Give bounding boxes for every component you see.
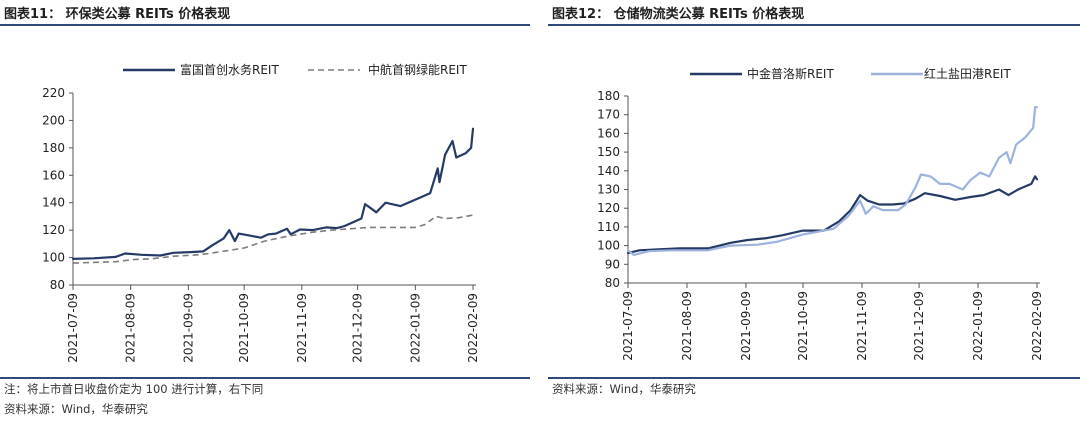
reits-logistics-line-chart: 80 90 100 110 120 130 140 150 160 170 180 2021-07-0… (597, 66, 1044, 361)
x-tick-label: 2021-09-09 (181, 293, 195, 363)
y-tick-label: 100 (597, 239, 620, 253)
x-tick-label: 2021-07-09 (621, 291, 635, 361)
x-tick-label: 2021-10-09 (796, 291, 810, 361)
y-tick-label: 170 (597, 108, 620, 122)
figure-source: 资料来源：Wind，华泰研究 (552, 382, 696, 396)
y-tick-label: 120 (597, 201, 620, 215)
footer-rule (0, 377, 530, 379)
legend-label: 中金普洛斯REIT (747, 66, 834, 81)
figure-note: 注：将上市首日收盘价定为 100 进行计算，右下同 (4, 382, 264, 396)
reits-environmental-line-chart: 80 100 120 140 160 180 200 220 2021-07-09 2021-08… (42, 62, 480, 363)
x-tick-label: 2021-08-09 (124, 293, 138, 363)
series-line-2 (72, 214, 474, 264)
title-rule (0, 24, 530, 26)
y-tick-label: 140 (42, 196, 65, 210)
figure-title: 图表12： 仓储物流类公募 REITs 价格表现 (552, 7, 805, 22)
y-tick-label: 200 (42, 113, 65, 127)
y-tick-label: 120 (42, 223, 65, 237)
x-tick-label: 2022-01-09 (408, 293, 422, 363)
y-tick-label: 220 (42, 86, 65, 100)
y-tick-label: 130 (597, 183, 620, 197)
legend-label: 中航首钢绿能REIT (368, 62, 467, 77)
y-tick-label: 110 (597, 220, 620, 234)
y-tick-label: 150 (597, 145, 620, 159)
x-tick-label: 2021-11-09 (295, 293, 309, 363)
y-tick-label: 80 (50, 278, 65, 292)
x-tick-label: 2021-09-09 (739, 291, 753, 361)
y-tick-label: 160 (597, 126, 620, 140)
legend-label: 红土盐田港REIT (924, 66, 1011, 81)
series-line-1 (626, 175, 1039, 255)
x-tick-label: 2021-08-09 (680, 291, 694, 361)
figure-title: 图表11： 环保类公募 REITs 价格表现 (4, 7, 231, 22)
series-line-2 (626, 106, 1039, 256)
y-tick-label: 160 (42, 168, 65, 182)
legend-label: 富国首创水务REIT (180, 62, 279, 77)
x-tick-label: 2022-02-09 (1030, 291, 1044, 361)
figure-source: 资料来源：Wind，华泰研究 (4, 402, 148, 416)
y-tick-label: 140 (597, 164, 620, 178)
figure-11-panel: 图表11： 环保类公募 REITs 价格表现 80 100 120 140 160 180… (0, 0, 530, 437)
y-tick-label: 80 (605, 276, 620, 290)
y-tick-label: 180 (42, 141, 65, 155)
x-tick-label: 2021-10-09 (237, 293, 251, 363)
title-rule (548, 24, 1080, 26)
x-tick-label: 2022-02-09 (466, 293, 480, 363)
x-tick-label: 2021-07-09 (66, 293, 80, 363)
y-tick-label: 180 (597, 89, 620, 103)
figure-12-panel: 图表12： 仓储物流类公募 REITs 价格表现 80 90 100 110 120 13… (548, 0, 1080, 437)
footer-rule (548, 377, 1080, 379)
y-tick-label: 100 (42, 251, 65, 265)
series-line-1 (71, 127, 475, 260)
y-tick-label: 90 (605, 257, 620, 271)
x-tick-label: 2021-12-09 (912, 291, 926, 361)
x-tick-label: 2022-01-09 (971, 291, 985, 361)
x-tick-label: 2021-12-09 (351, 293, 365, 363)
x-tick-label: 2021-11-09 (855, 291, 869, 361)
